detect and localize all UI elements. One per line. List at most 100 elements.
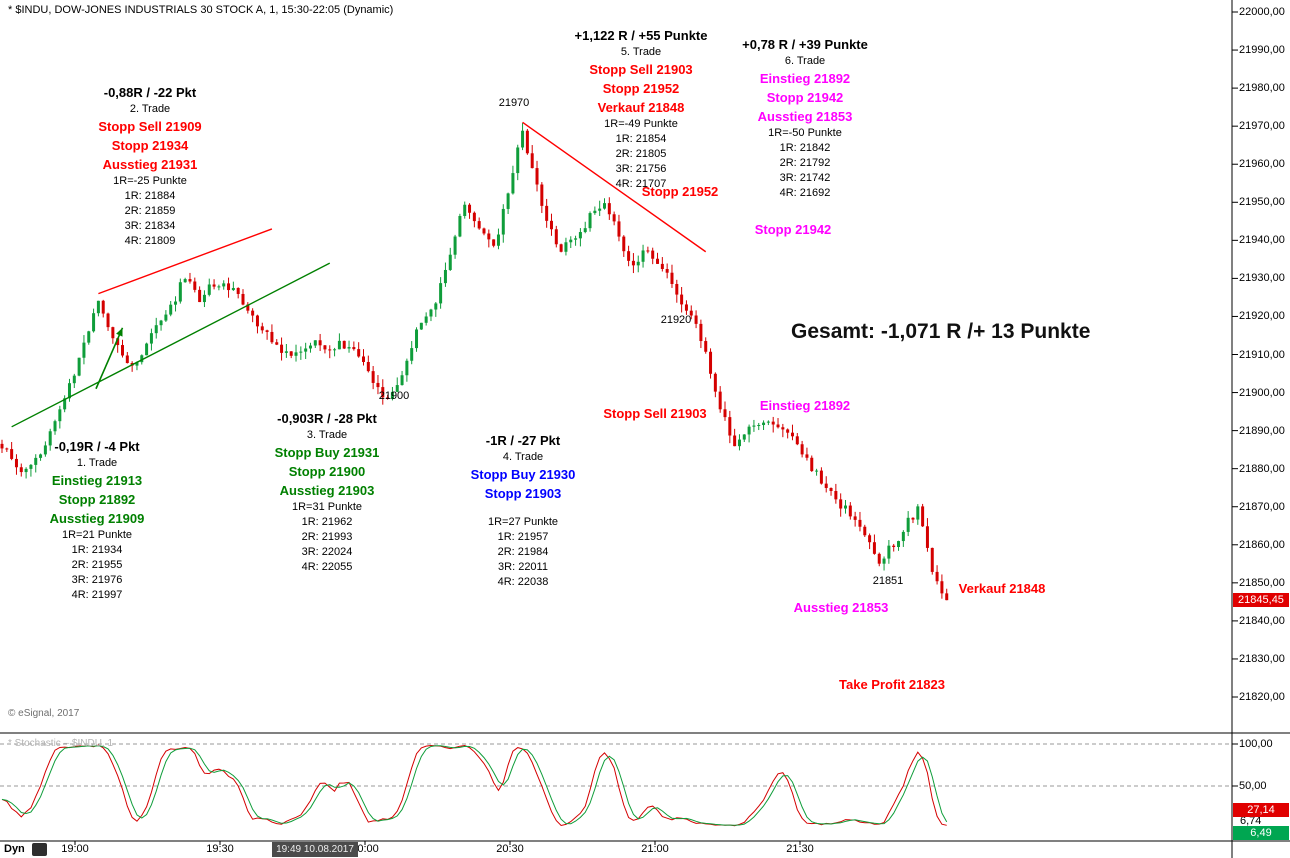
chart-label: 21970 (498, 97, 530, 109)
trade-annotation-line: 2R: 21859 (124, 205, 176, 217)
trade-annotation-line: Stopp Buy 21931 (274, 445, 380, 460)
price-axis-label: 21830,00 (1239, 652, 1285, 665)
candle-body (771, 421, 775, 425)
candle-body (607, 203, 611, 215)
ascending-support-line (11, 262, 331, 428)
candle-body (501, 208, 505, 235)
price-axis-label: 21970,00 (1239, 120, 1285, 133)
trade-annotation-line: Stopp 21942 (766, 90, 844, 105)
trade-annotation-line: 5. Trade (620, 46, 662, 58)
candle-body (67, 383, 71, 399)
price-axis-label: 21910,00 (1239, 348, 1285, 361)
candle-body (945, 593, 949, 601)
candle-body (882, 558, 886, 564)
candle-body (593, 210, 597, 214)
dyn-mode-button[interactable]: Dyn (4, 843, 25, 855)
trade-annotation-line: 2R: 21984 (497, 546, 549, 558)
candle-body (583, 228, 587, 233)
trade-annotation-line: 2R: 21805 (615, 148, 667, 160)
trade-annotation-line: Stopp 21892 (58, 492, 136, 507)
trade-annotation-line: 1R: 21854 (615, 133, 667, 145)
candle-body (424, 316, 428, 323)
trade-annotation-line: 4R: 21809 (124, 235, 176, 247)
candle-body (333, 349, 337, 351)
candle-body (468, 204, 472, 213)
trade-annotation-line: 4R: 21692 (779, 187, 831, 199)
time-axis-label: 20:30 (496, 843, 524, 855)
trade-annotation-line: 1R: 21842 (779, 142, 831, 154)
candle-body (530, 153, 534, 169)
candle-body (718, 391, 722, 410)
trade-annotation-line: 1R=-25 Punkte (113, 175, 187, 187)
candle-body (366, 361, 370, 372)
candle-body (795, 436, 799, 445)
trade-annotation-line: Stopp Buy 21930 (470, 467, 576, 482)
trade-annotation-line: Stopp 21903 (484, 486, 562, 501)
candle-body (858, 519, 862, 527)
candle-body (217, 286, 221, 288)
candle-body (680, 294, 684, 305)
candle-body (188, 279, 192, 282)
candle-body (916, 506, 920, 520)
chart-label: Verkauf 21848 (958, 581, 1046, 596)
candle-body (410, 348, 414, 361)
stoch-axis-label: 100,00 (1239, 738, 1273, 750)
trade-annotation-4: -1R / -27 Pkt 4. Trade Stopp Buy 21930 Stop… (471, 432, 576, 590)
time-axis-label: 20:00 (351, 843, 379, 855)
candle-body (111, 327, 115, 339)
trade-annotation-line: Stopp 21934 (111, 138, 189, 153)
time-axis-label: 19:00 (61, 843, 89, 855)
candle-body (588, 213, 592, 229)
trade-annotation-line: Stopp Sell 21909 (98, 119, 202, 134)
candle-body (853, 516, 857, 520)
candle-body (834, 490, 838, 500)
trade-annotation-line: 3R: 21834 (124, 220, 176, 232)
trade-annotation-line: 1R=-49 Punkte (604, 118, 678, 130)
candle-body (280, 344, 284, 353)
candle-body (236, 287, 240, 294)
candle-body (458, 215, 462, 237)
trade-annotation-line: Stopp 21900 (288, 464, 366, 479)
candle-body (294, 352, 298, 356)
trade-annotation-line: 1. Trade (76, 457, 118, 469)
candle-body (96, 300, 100, 314)
candle-body (892, 545, 896, 548)
last-price-badge: 21845,45 (1233, 593, 1289, 607)
price-axis-label: 21840,00 (1239, 614, 1285, 627)
candle-body (231, 287, 235, 291)
candle-body (492, 239, 496, 246)
candle-body (43, 445, 47, 455)
candle-body (140, 355, 144, 363)
price-axis-label: 21820,00 (1239, 691, 1285, 703)
trade-annotation-line: 2. Trade (129, 103, 171, 115)
trade-annotation-line: Ausstieg 21903 (279, 483, 375, 498)
candle-body (578, 232, 582, 239)
trade-annotation-line: +1,122 R / +55 Punkte (574, 28, 708, 43)
candle-body (207, 284, 211, 295)
chart-tool-icon[interactable] (32, 843, 47, 856)
candle-body (752, 425, 756, 427)
candle-body (848, 505, 852, 517)
candle-body (202, 294, 206, 303)
candle-body (362, 356, 365, 362)
candle-body (313, 340, 317, 346)
candle-body (183, 279, 187, 283)
candle-body (670, 272, 674, 284)
candle-body (906, 517, 910, 532)
candle-body (829, 487, 833, 491)
candle-body (549, 220, 553, 230)
candle-body (776, 424, 780, 428)
candle-body (525, 130, 529, 154)
total-result-summary: Gesamt: -1,071 R /+ 13 Punkte (791, 320, 1091, 343)
stochastic-green-line (1, 745, 948, 826)
trade-annotation-line: 4R: 22055 (301, 561, 353, 573)
candle-body (819, 470, 823, 484)
candle-body (284, 351, 288, 353)
candle-body (545, 205, 549, 221)
candle-body (342, 340, 346, 349)
candle-body (554, 229, 558, 245)
trade-annotation-line: 2R: 21955 (71, 559, 123, 571)
candle-body (92, 313, 96, 332)
trade-annotation-line (471, 503, 576, 515)
